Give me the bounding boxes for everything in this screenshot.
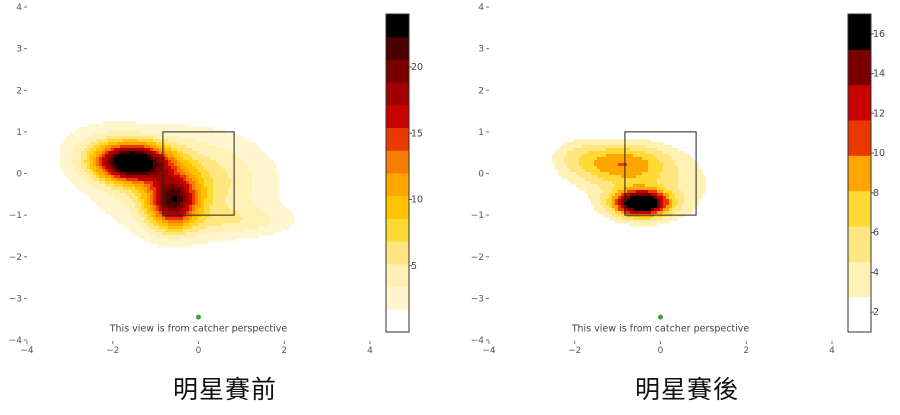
colorbar-tick-label-after: 16 bbox=[873, 29, 885, 40]
colorbar-segment-before bbox=[386, 286, 409, 310]
colorbar-segment-after bbox=[848, 49, 871, 86]
colorbar-segment-after bbox=[848, 261, 871, 298]
colorbar-segment-before bbox=[386, 241, 409, 265]
colorbar-segment-before bbox=[386, 82, 409, 106]
y-tick-label-after: 2 bbox=[478, 86, 484, 96]
y-tick-label-after: 0 bbox=[478, 170, 484, 180]
colorbar-segment-before bbox=[386, 59, 409, 83]
colorbar-tick-label-before: 10 bbox=[411, 195, 423, 206]
y-tick-label-after: −4 bbox=[471, 336, 485, 346]
colorbar-segment-before bbox=[386, 218, 409, 242]
colorbar-segment-after bbox=[848, 84, 871, 121]
colorbar-tick-label-after: 8 bbox=[873, 188, 879, 199]
strike-zone-after bbox=[624, 131, 697, 216]
perspective-note-before: This view is from catcher perspective bbox=[109, 324, 288, 335]
colorbar-tick-label-before: 20 bbox=[411, 62, 423, 73]
y-tick-label-before: 4 bbox=[16, 3, 22, 13]
colorbar-segment-before bbox=[386, 195, 409, 219]
colorbar-segment-before bbox=[386, 127, 409, 151]
colorbar-tick-label-before: 15 bbox=[411, 128, 423, 139]
y-tick-label-before: 1 bbox=[16, 128, 22, 138]
y-tick-label-before: −1 bbox=[9, 211, 22, 221]
heatmap-panel-after: 4 3 2 1 0 −1 −2 −3 −4 −4 −2 0 2 4 This view is from ca… bbox=[462, 0, 900, 415]
colorbar-segment-after bbox=[848, 190, 871, 227]
y-tick-label-before: −4 bbox=[9, 336, 23, 346]
home-plate-dot-before bbox=[196, 314, 201, 320]
y-tick-label-before: 3 bbox=[16, 45, 22, 55]
x-tick-label-after: −2 bbox=[568, 346, 581, 356]
colorbar-frame-after bbox=[847, 13, 872, 333]
y-tick-label-after: −3 bbox=[471, 294, 484, 304]
colorbar-segment-before bbox=[386, 150, 409, 174]
colorbar-segment-before bbox=[386, 263, 409, 288]
y-tick-label-after: −2 bbox=[471, 253, 484, 263]
y-tick-label-before: −3 bbox=[9, 294, 22, 304]
x-tick-label-after: 4 bbox=[829, 346, 835, 356]
x-tick-label-before: 0 bbox=[196, 346, 202, 356]
perspective-note-after: This view is from catcher perspective bbox=[571, 324, 750, 335]
y-tick-label-after: 4 bbox=[478, 3, 484, 13]
heatmap-density-after bbox=[552, 139, 706, 227]
colorbar-segment-after bbox=[848, 14, 871, 50]
x-tick-label-after: 0 bbox=[658, 346, 664, 356]
colorbar-segment-before bbox=[386, 173, 409, 197]
colorbar-segment-after bbox=[848, 296, 871, 333]
home-plate-dot-after bbox=[658, 314, 663, 320]
x-tick-label-before: 4 bbox=[367, 346, 373, 356]
colorbar-tick-label-after: 2 bbox=[873, 307, 879, 318]
x-tick-label-after: 2 bbox=[743, 346, 749, 356]
colorbar-segment-before bbox=[386, 36, 409, 60]
colorbar-segment-after bbox=[848, 155, 871, 192]
colorbar-tick-label-after: 10 bbox=[873, 148, 885, 159]
chart-caption-before: 明星賽前 bbox=[172, 375, 277, 404]
x-tick-label-before: 2 bbox=[281, 346, 287, 356]
strike-zone-before bbox=[162, 131, 235, 216]
colorbar-tick-label-before: 5 bbox=[411, 261, 417, 272]
chart-caption-after: 明星賽後 bbox=[634, 375, 739, 404]
x-tick-label-before: −4 bbox=[20, 346, 34, 356]
y-tick-label-after: 3 bbox=[478, 45, 484, 55]
colorbar-frame-before bbox=[385, 13, 410, 333]
x-tick-label-after: −4 bbox=[482, 346, 496, 356]
y-tick-label-before: −2 bbox=[9, 253, 22, 263]
colorbar-segment-before bbox=[386, 104, 409, 129]
colorbar-segment-before bbox=[386, 309, 409, 333]
colorbar-tick-label-after: 14 bbox=[873, 69, 885, 80]
heatmap-density-before bbox=[60, 121, 295, 248]
colorbar-tick-label-after: 12 bbox=[873, 108, 885, 119]
y-tick-label-after: −1 bbox=[471, 211, 484, 221]
heatmap-panel-before: 4 3 2 1 0 −1 −2 −3 −4 −4 −2 0 2 4 This view is from ca… bbox=[9, 3, 423, 404]
x-tick-label-before: −2 bbox=[106, 346, 119, 356]
colorbar-tick-label-after: 6 bbox=[873, 228, 879, 239]
colorbar-tick-label-after: 4 bbox=[873, 267, 879, 278]
y-tick-label-after: 1 bbox=[478, 128, 484, 138]
y-tick-label-before: 2 bbox=[16, 86, 22, 96]
colorbar-segment-after bbox=[848, 120, 871, 156]
colorbar-segment-before bbox=[386, 14, 409, 38]
y-tick-label-before: 0 bbox=[16, 170, 22, 180]
colorbar-segment-after bbox=[848, 226, 871, 262]
